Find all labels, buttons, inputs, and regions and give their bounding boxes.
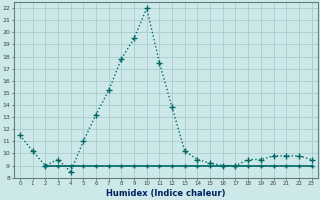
- X-axis label: Humidex (Indice chaleur): Humidex (Indice chaleur): [106, 189, 226, 198]
